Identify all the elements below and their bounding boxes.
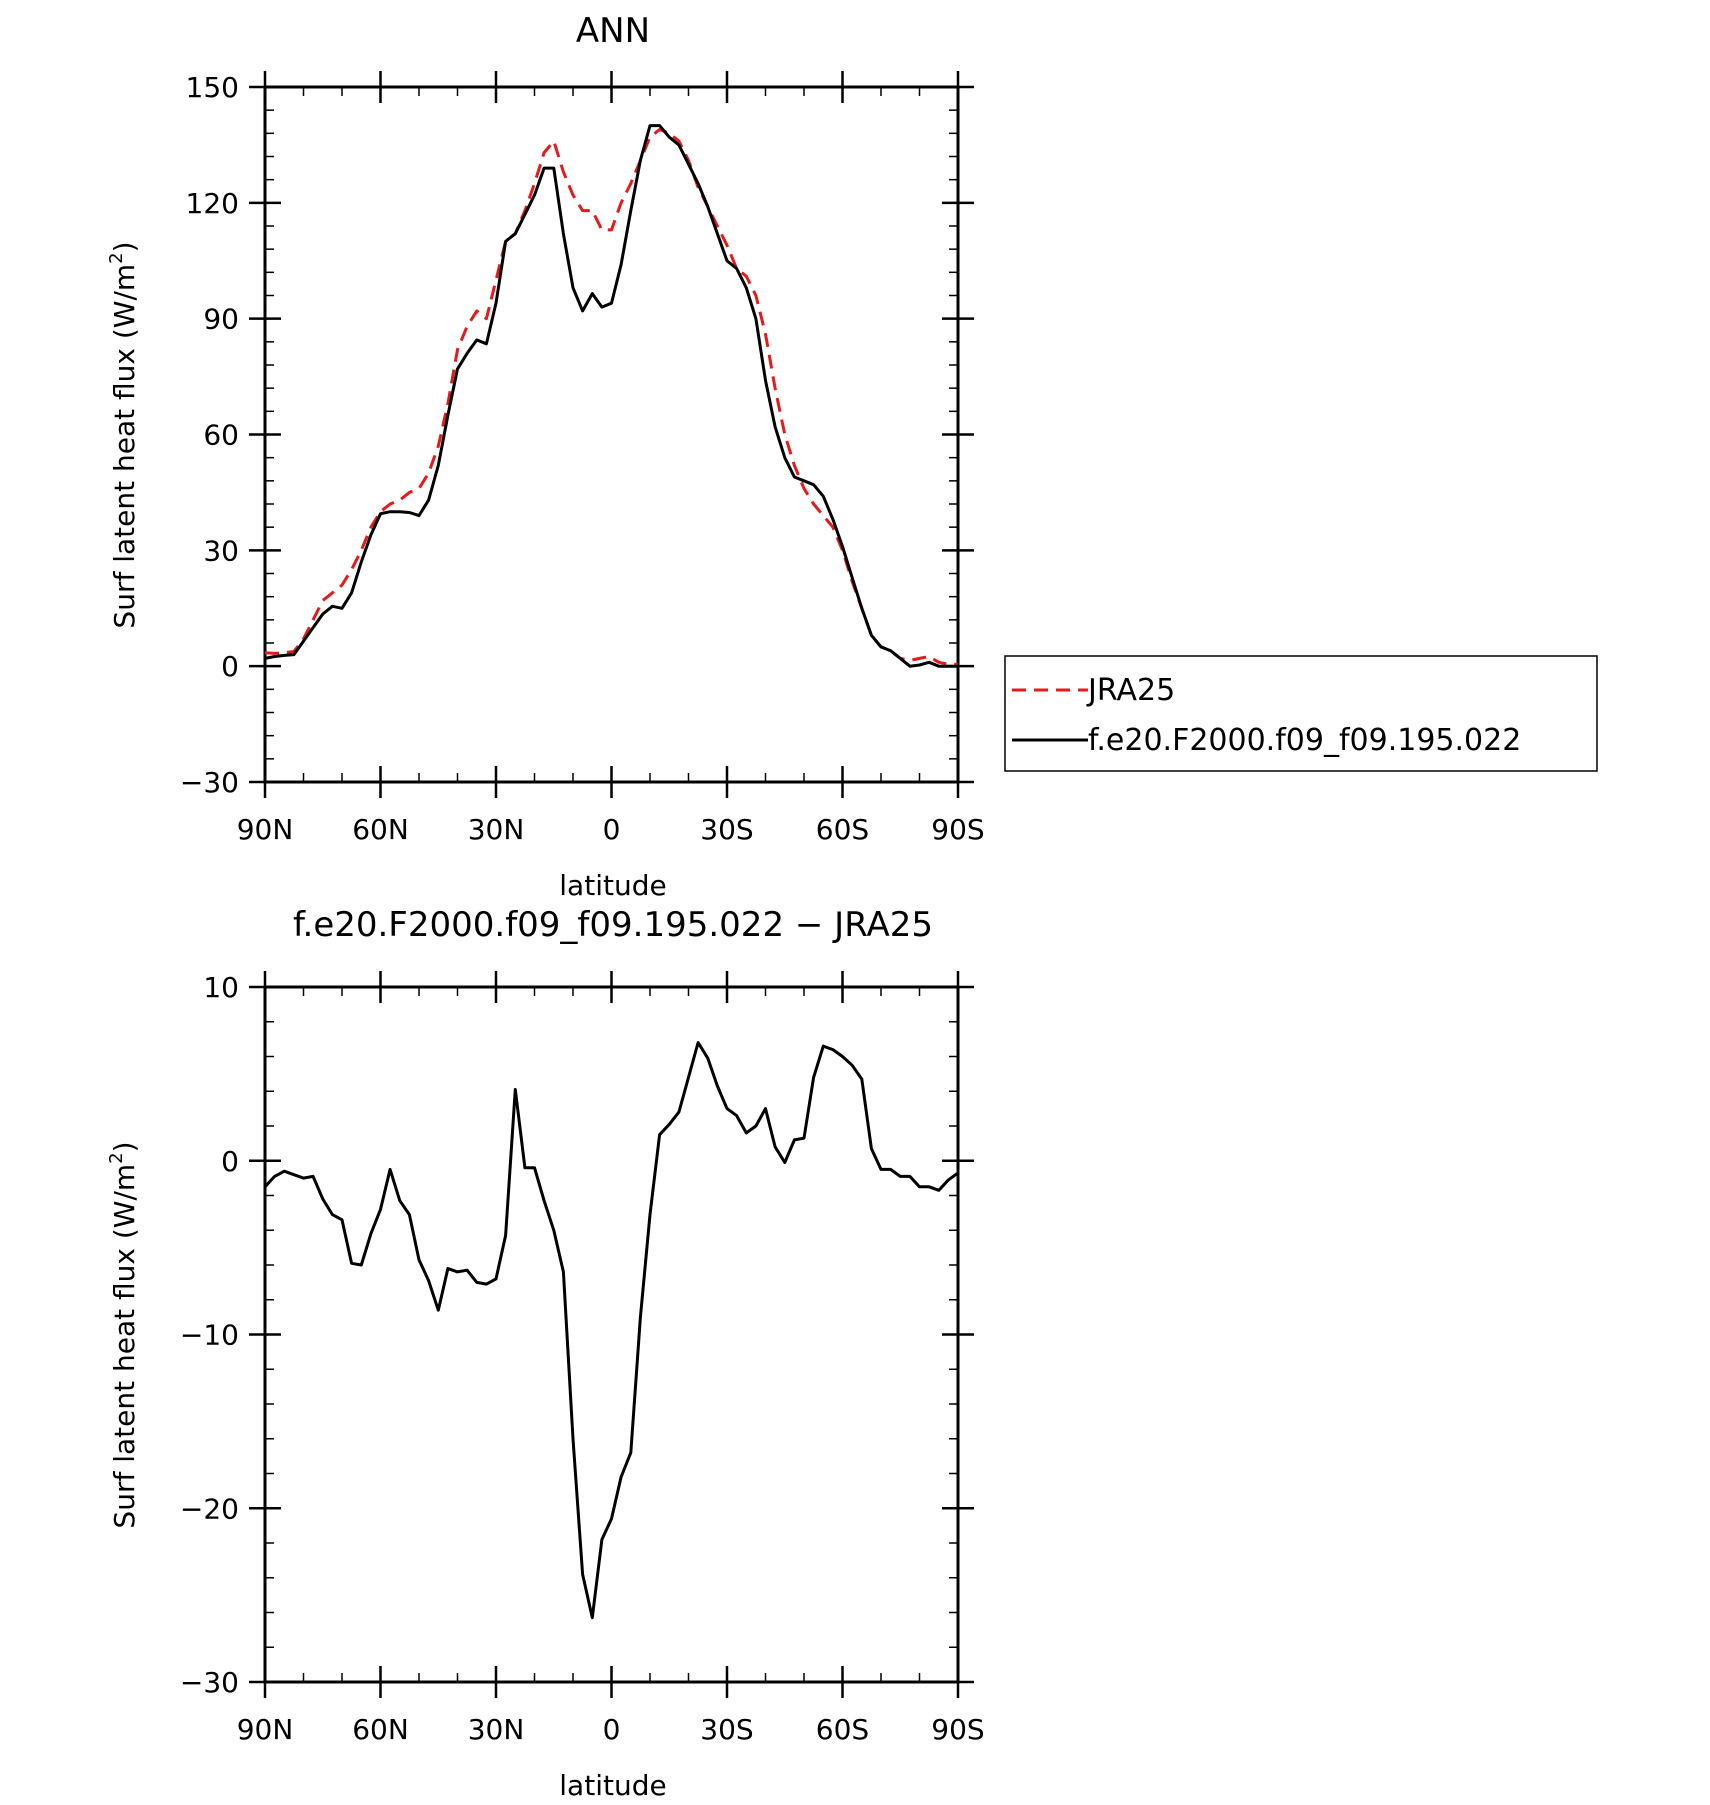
top-panel: ANN −30 0 30 60 90 120 150 90N 60N 30N 0 30S 60S 90S… bbox=[106, 11, 985, 902]
xtick-label: 0 bbox=[603, 813, 621, 846]
legend-label-jra25: JRA25 bbox=[1086, 673, 1175, 708]
series-line-jra25 bbox=[264, 128, 958, 666]
ytick-label: 0 bbox=[221, 650, 239, 683]
bottom-plot-frame bbox=[263, 985, 960, 1684]
xtick-label: 60N bbox=[352, 1713, 409, 1746]
ytick-label: 150 bbox=[186, 71, 239, 104]
xtick-label: 90N bbox=[237, 1713, 294, 1746]
top-chart-title: ANN bbox=[576, 11, 650, 51]
series-line-panel1-0 bbox=[263, 1041, 959, 1620]
bottom-ticks bbox=[249, 971, 974, 1698]
legend-box bbox=[1004, 655, 1598, 772]
bottom-series bbox=[263, 1041, 959, 1620]
xtick-label: 90S bbox=[931, 813, 984, 846]
ytick-label: −20 bbox=[180, 1492, 239, 1525]
ytick-label: −30 bbox=[180, 1666, 239, 1699]
xtick-label: 30N bbox=[468, 813, 525, 846]
xtick-label: 30S bbox=[700, 813, 753, 846]
ytick-label: 90 bbox=[203, 303, 239, 336]
xtick-label: 0 bbox=[603, 1713, 621, 1746]
xtick-label: 60S bbox=[816, 813, 869, 846]
bottom-x-axis-label: latitude bbox=[559, 1769, 666, 1802]
xtick-label: 60N bbox=[352, 813, 409, 846]
xtick-label: 60S bbox=[816, 1713, 869, 1746]
ytick-label: 30 bbox=[203, 534, 239, 567]
top-ticks bbox=[249, 71, 974, 798]
series-line-f-e20-f2000-f09-f09-195-022 bbox=[264, 124, 958, 668]
top-series bbox=[264, 124, 958, 668]
bottom-ytick-labels: −30 −20 −10 0 10 bbox=[180, 971, 239, 1699]
ytick-label: −30 bbox=[180, 766, 239, 799]
top-y-axis-label: Surf latent heat flux (W/m2) bbox=[106, 241, 141, 628]
xtick-label: 30N bbox=[468, 1713, 525, 1746]
top-xtick-labels: 90N 60N 30N 0 30S 60S 90S bbox=[237, 813, 985, 846]
ytick-label: 120 bbox=[186, 187, 239, 220]
xtick-label: 90S bbox=[931, 1713, 984, 1746]
xtick-label: 30S bbox=[700, 1713, 753, 1746]
top-plot-frame bbox=[263, 85, 960, 784]
ytick-label: 0 bbox=[221, 1145, 239, 1178]
bottom-xtick-labels: 90N 60N 30N 0 30S 60S 90S bbox=[237, 1713, 985, 1746]
xtick-label: 90N bbox=[237, 813, 294, 846]
legend-label-model: f.e20.F2000.f09_f09.195.022 bbox=[1088, 723, 1521, 758]
top-x-axis-label: latitude bbox=[559, 869, 666, 902]
top-ytick-labels: −30 0 30 60 90 120 150 bbox=[180, 71, 239, 799]
ytick-label: 10 bbox=[203, 971, 239, 1004]
ytick-label: 60 bbox=[203, 419, 239, 452]
bottom-panel: f.e20.F2000.f09_f09.195.022 − JRA25 −30−… bbox=[106, 905, 985, 1802]
bottom-y-axis-label: Surf latent heat flux (W/m2) bbox=[106, 1141, 141, 1528]
bottom-chart-title: f.e20.F2000.f09_f09.195.022 − JRA25 bbox=[293, 905, 933, 945]
legend: JRA25 f.e20.F2000.f09_f09.195.022 bbox=[1004, 655, 1598, 772]
ytick-label: −10 bbox=[180, 1319, 239, 1352]
